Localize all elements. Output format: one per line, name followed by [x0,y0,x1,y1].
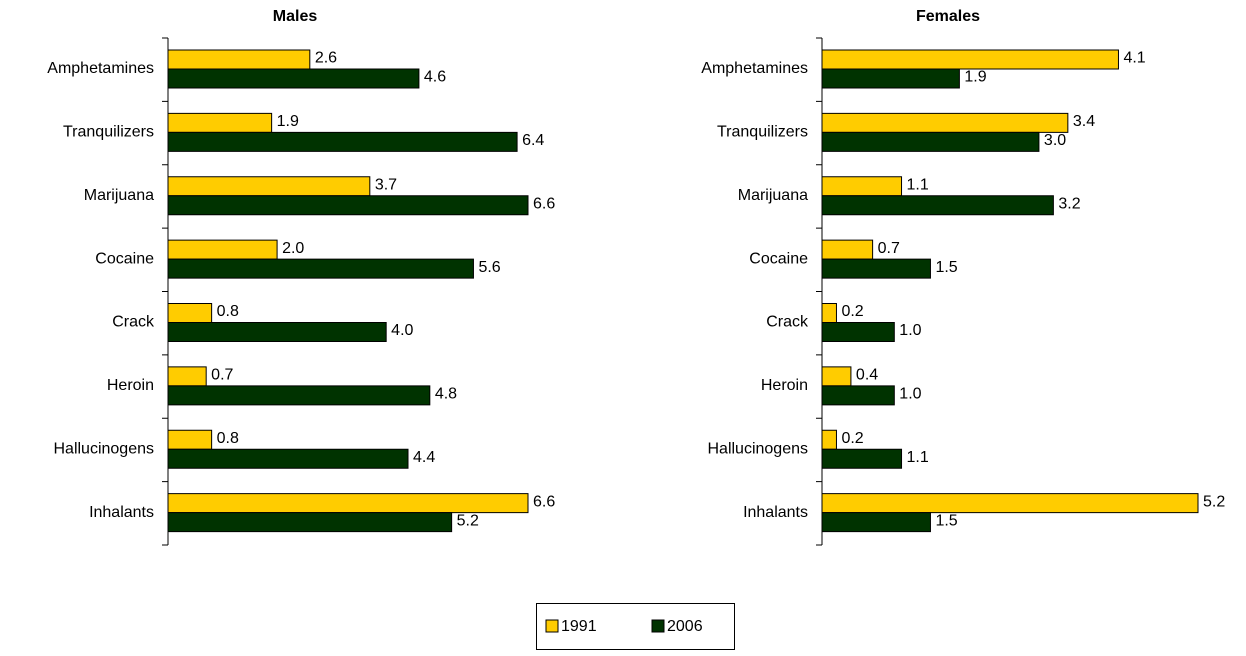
legend-label: 1991 [561,618,597,635]
legend-label: 2006 [667,618,703,635]
legend-swatch [545,619,559,633]
y-tick-label: Inhalants [743,504,808,521]
value-label: 1.9 [964,69,986,86]
value-label: 4.6 [424,69,446,86]
bar [167,258,474,279]
bar [167,303,213,323]
bar [821,112,1069,133]
bar [167,322,387,342]
bar [167,448,409,469]
bar [821,303,837,323]
y-tick-label: Amphetamines [701,60,808,77]
value-label: 0.4 [856,367,878,384]
bar [821,512,931,533]
panel-title: Males [273,8,318,25]
value-label: 0.7 [211,367,233,384]
y-tick-label: Heroin [107,377,154,394]
y-tick-label: Marijuana [738,187,808,204]
bar [821,176,903,197]
bar [167,385,431,406]
bar [167,176,371,197]
bar [821,366,852,387]
value-label: 2.6 [315,50,337,67]
value-label: 0.7 [878,240,900,257]
y-tick-label: Tranquilizers [63,124,154,141]
value-label: 3.4 [1073,113,1095,130]
bar [167,195,529,216]
y-tick-label: Amphetamines [47,60,154,77]
bar [821,131,1040,152]
value-label: 6.4 [522,132,544,149]
bar [167,493,529,514]
y-tick-label: Crack [766,314,809,331]
bar [167,512,453,533]
value-label: 5.2 [457,512,479,529]
y-tick-label: Marijuana [84,187,154,204]
y-tick-label: Cocaine [95,250,154,267]
value-label: 1.0 [899,322,921,339]
bar [821,322,895,342]
value-label: 3.0 [1044,132,1066,149]
bar [167,366,207,387]
value-label: 0.2 [841,303,863,320]
value-label: 5.2 [1203,493,1225,510]
value-label: 1.1 [907,449,929,466]
value-label: 1.9 [277,113,299,130]
value-label: 4.8 [435,386,457,403]
bar [167,68,420,89]
value-label: 1.0 [899,386,921,403]
bar [167,112,273,133]
value-label: 3.7 [375,176,397,193]
bar [821,429,837,450]
legend-swatch [651,619,665,633]
bar [167,429,213,450]
bar [821,448,903,469]
bar [167,131,518,152]
bar [821,493,1199,514]
value-label: 6.6 [533,493,555,510]
value-label: 1.1 [907,176,929,193]
value-label: 0.8 [217,303,239,320]
value-label: 3.2 [1058,195,1080,212]
bar [821,49,1119,70]
y-tick-label: Heroin [761,377,808,394]
y-tick-label: Crack [112,314,155,331]
value-label: 4.4 [413,449,435,466]
value-label: 6.6 [533,195,555,212]
bar [167,49,311,70]
value-label: 4.1 [1123,50,1145,67]
bar [821,239,874,260]
bar [821,68,960,89]
legend-box [536,603,735,650]
value-label: 1.5 [935,512,957,529]
value-label: 0.8 [217,430,239,447]
value-label: 2.0 [282,240,304,257]
bar [167,239,278,260]
value-label: 1.5 [935,259,957,276]
bar [821,195,1054,216]
bar [821,385,895,406]
y-tick-label: Hallucinogens [707,440,808,457]
panel-title: Females [916,8,980,25]
value-label: 0.2 [841,430,863,447]
y-tick-label: Hallucinogens [53,440,154,457]
bar [821,258,931,279]
value-label: 5.6 [478,259,500,276]
value-label: 4.0 [391,322,413,339]
y-tick-label: Tranquilizers [717,124,808,141]
y-tick-label: Cocaine [749,250,808,267]
y-tick-label: Inhalants [89,504,154,521]
